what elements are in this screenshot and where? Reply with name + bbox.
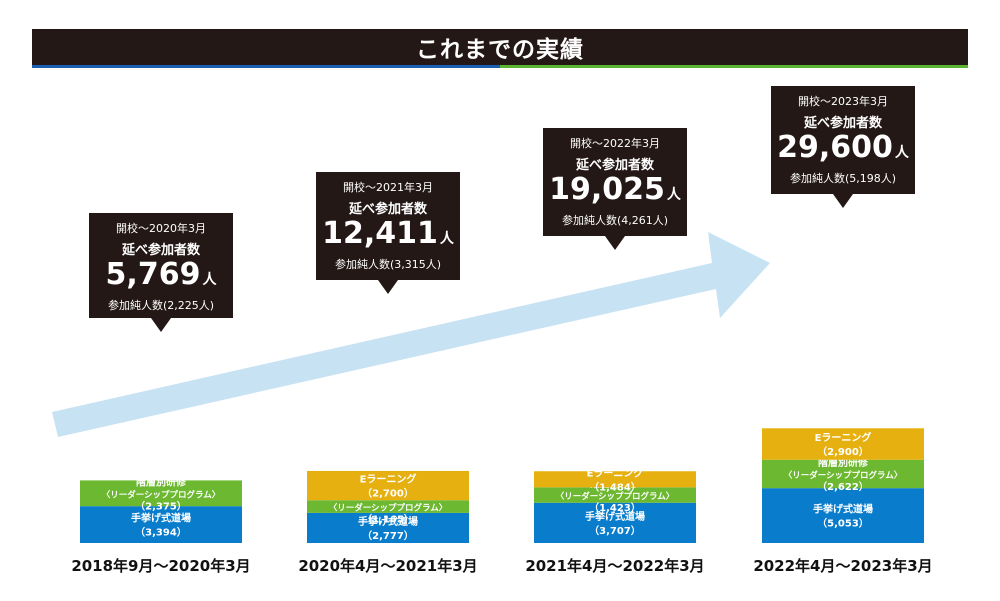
callout-total: 29,600 人 <box>771 132 915 169</box>
segment-name-label: 〈リーダーシッププログラム〉 <box>556 491 675 502</box>
bar-segment <box>762 488 924 543</box>
segment-name-label: Eラーニング <box>587 466 644 479</box>
callout-unique: 参加純人数(4,261人) <box>561 214 669 227</box>
x-tick-label: 2020年4月〜2021年3月 <box>298 557 478 575</box>
bar-value-label: （1,423） <box>589 501 641 514</box>
callout-label: 延べ参加者数 <box>348 202 427 217</box>
callout-period: 開校〜2023年3月 <box>798 95 888 108</box>
bar-value-label: （1,484） <box>589 480 641 493</box>
callout-label: 延べ参加者数 <box>803 116 882 131</box>
segment-name-label: 〈リーダーシッププログラム〉 <box>102 489 221 500</box>
total-callout: 開校〜2020年3月 延べ参加者数 5,769 人参加純人数(2,225人) <box>89 213 233 332</box>
bar-value-label: （2,900） <box>817 445 869 458</box>
x-tick-label: 2021年4月〜2022年3月 <box>525 557 705 575</box>
total-callout: 開校〜2022年3月 延べ参加者数 19,025 人参加純人数(4,261人) <box>543 128 687 250</box>
segment-name-label: 階層別研修 <box>136 475 187 488</box>
segment-name-label: 手挙げ式道場 <box>358 515 418 528</box>
bar-segment <box>534 471 696 488</box>
bar-segment <box>80 506 242 543</box>
segment-name-label: Eラーニング <box>815 431 872 444</box>
callout-total-unit: 人 <box>666 187 681 203</box>
bar-segment <box>80 480 242 507</box>
growth-arrow <box>52 232 770 437</box>
segment-name-label: 手挙げ式道場 <box>813 503 873 516</box>
x-tick-label: 2018年9月〜2020年3月 <box>71 557 251 575</box>
bar-value-label: （3,707） <box>589 524 641 537</box>
callout-unique: 参加純人数(3,315人) <box>334 258 442 271</box>
callout-unique: 参加純人数(5,198人) <box>789 172 897 185</box>
bar-segment <box>762 428 924 460</box>
bar-segment <box>534 487 696 503</box>
callout-total-unit: 人 <box>894 145 909 161</box>
callout-total: 5,769 人 <box>89 259 233 296</box>
segment-name-label: 〈リーダーシッププログラム〉 <box>329 503 448 514</box>
underline-green <box>500 65 968 68</box>
segment-name-label: 手挙げ式道場 <box>131 512 191 525</box>
callout-total-number: 29,600 <box>777 130 893 165</box>
callout-total-unit: 人 <box>202 272 217 288</box>
bar-value-label: （5,053） <box>817 517 869 530</box>
bar-segment <box>762 459 924 489</box>
callout-period: 開校〜2020年3月 <box>116 222 206 235</box>
segment-name-label: 手挙げ式道場 <box>585 510 645 523</box>
callout-total-number: 5,769 <box>105 257 201 292</box>
callout-pointer <box>605 236 625 250</box>
bar-segment <box>307 512 469 543</box>
callout-period: 開校〜2021年3月 <box>343 181 433 194</box>
bar-segment <box>307 470 469 501</box>
bar-value-label: （3,394） <box>135 526 187 539</box>
segment-name-label: Eラーニング <box>360 473 417 486</box>
segment-name-label: 〈リーダーシッププログラム〉 <box>784 470 903 481</box>
bar-segment <box>307 500 469 513</box>
callout-total-unit: 人 <box>439 231 454 247</box>
callout-total-number: 19,025 <box>549 172 665 207</box>
callout-total: 19,025 人 <box>543 174 687 211</box>
bar-value-label: （2,700） <box>362 487 414 500</box>
chart-title: これまでの実績 <box>32 29 968 65</box>
callout-pointer <box>833 194 853 208</box>
bar-value-label: （1,165） <box>362 513 414 526</box>
title-underline <box>32 65 968 68</box>
callout-total: 12,411 人 <box>316 218 460 255</box>
callout-unique: 参加純人数(2,225人) <box>107 299 215 312</box>
underline-blue <box>32 65 500 68</box>
total-callout: 開校〜2023年3月 延べ参加者数 29,600 人参加純人数(5,198人) <box>771 86 915 208</box>
bar-value-label: （2,622） <box>817 480 869 493</box>
callout-period: 開校〜2022年3月 <box>570 137 660 150</box>
callout-total-number: 12,411 <box>322 216 438 251</box>
bar-value-label: （2,375） <box>135 499 187 512</box>
bar-value-label: （2,777） <box>362 529 414 542</box>
callout-label: 延べ参加者数 <box>121 243 200 258</box>
callout-pointer <box>151 318 171 332</box>
callout-pointer <box>378 280 398 294</box>
x-tick-label: 2022年4月〜2023年3月 <box>753 557 933 575</box>
total-callout: 開校〜2021年3月 延べ参加者数 12,411 人参加純人数(3,315人) <box>316 172 460 294</box>
bar-segment <box>534 502 696 543</box>
callout-label: 延べ参加者数 <box>575 158 654 173</box>
